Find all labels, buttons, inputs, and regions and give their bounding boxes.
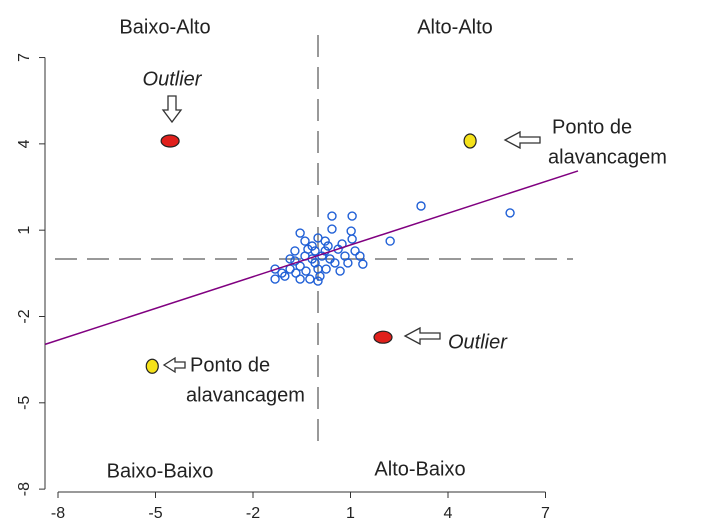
highlight-point [145, 358, 159, 374]
highlight-point [160, 134, 180, 148]
point [335, 266, 345, 276]
point [291, 268, 301, 278]
y-tick-label: -2 [16, 309, 33, 323]
point [327, 224, 337, 234]
point [505, 208, 515, 218]
point [300, 236, 310, 246]
point [347, 211, 357, 221]
highlight-point [373, 330, 393, 344]
point [358, 259, 368, 269]
x-tick-label: -8 [51, 505, 65, 522]
point [307, 241, 317, 251]
x-tick-label: 7 [541, 505, 550, 522]
point [301, 266, 311, 276]
x-tick-label: 4 [444, 505, 453, 522]
point [313, 276, 323, 286]
point [295, 228, 305, 238]
x-tick-label: -2 [246, 505, 260, 522]
y-tick-label: 1 [16, 226, 33, 235]
annotation: Baixo-Baixo [107, 460, 214, 482]
annotation: Ponto de [190, 354, 270, 376]
point [355, 251, 365, 261]
point [343, 258, 353, 268]
arrow [503, 130, 541, 150]
point [305, 274, 315, 284]
point [285, 254, 295, 264]
point [330, 258, 340, 268]
point [270, 274, 280, 284]
point [350, 246, 360, 256]
highlight-point [463, 133, 477, 149]
point [346, 226, 356, 236]
point [270, 264, 280, 274]
point [416, 201, 426, 211]
point [321, 264, 331, 274]
annotation: Outlier [143, 68, 203, 90]
annotation: Ponto de [552, 116, 632, 138]
annotation: Outlier [448, 331, 508, 353]
arrow [161, 95, 183, 124]
x-tick-label: 1 [346, 505, 355, 522]
arrows [161, 95, 541, 374]
annotation: Alto-Baixo [374, 458, 465, 480]
point [310, 246, 320, 256]
point [277, 268, 287, 278]
annotation: Baixo-Alto [119, 16, 210, 38]
point [320, 246, 330, 256]
point [327, 211, 337, 221]
point [315, 271, 325, 281]
point [280, 271, 290, 281]
arrow [403, 326, 441, 346]
annotation: Alto-Alto [417, 16, 493, 38]
y-tick-label: -8 [16, 482, 33, 496]
point [385, 236, 395, 246]
fit-line [44, 170, 579, 346]
point [320, 236, 330, 246]
point [290, 246, 300, 256]
y-tick-label: 4 [16, 139, 33, 148]
annotation: alavancagem [548, 146, 667, 168]
y-tick-label: -5 [16, 396, 33, 410]
point [323, 241, 333, 251]
y-tick-label: 7 [16, 53, 33, 62]
arrow [162, 356, 186, 374]
point [347, 234, 357, 244]
annotation: alavancagem [186, 384, 305, 406]
x-tick-label: -5 [148, 505, 162, 522]
